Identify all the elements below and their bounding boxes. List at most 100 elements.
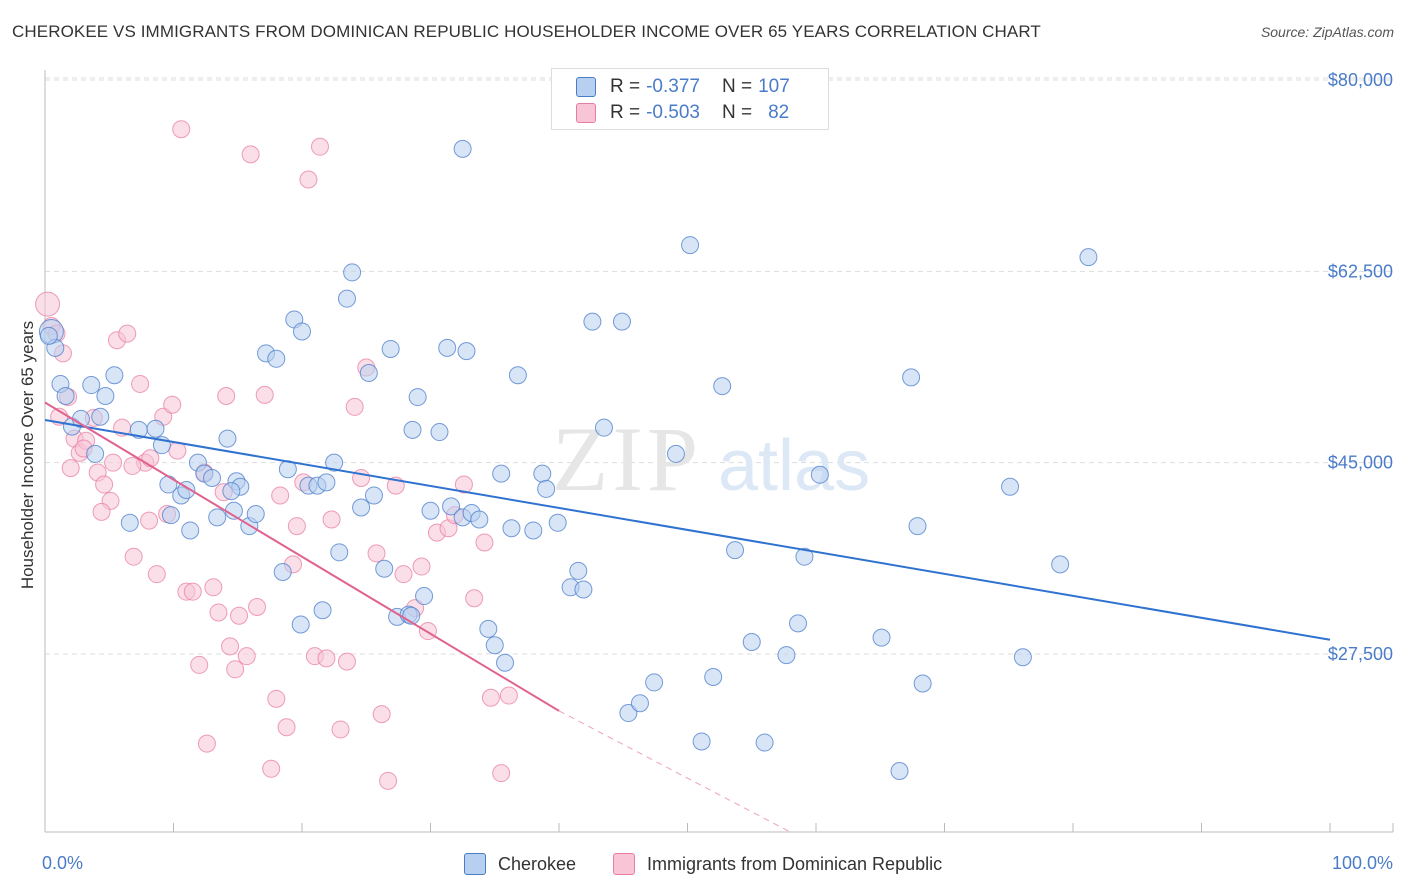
point-cherokee	[726, 541, 745, 560]
point-dominican	[379, 771, 398, 790]
point-cherokee	[352, 498, 371, 517]
legend-n-value: 107	[758, 76, 790, 97]
point-cherokee	[619, 704, 638, 723]
point-dominican	[123, 456, 142, 475]
point-cherokee	[421, 501, 440, 520]
point-cherokee	[267, 349, 286, 368]
point-dominican	[317, 649, 336, 668]
point-dominican	[61, 459, 80, 478]
point-dominican	[104, 453, 123, 472]
y-tick-label: $27,500	[1328, 644, 1393, 664]
watermark: ZIP atlas	[552, 408, 870, 510]
point-cherokee	[325, 453, 344, 472]
y-tick-label: $45,000	[1328, 453, 1393, 473]
y-tick-labels: $27,500 $45,000 $62,500 $80,000	[1328, 70, 1393, 664]
point-cherokee	[364, 486, 383, 505]
point-cherokee	[181, 521, 200, 540]
point-cherokee	[537, 479, 556, 498]
point-cherokee	[82, 376, 101, 395]
bottom-legend-cherokee: Cherokee	[464, 851, 576, 877]
point-cherokee	[403, 420, 422, 439]
y-tick-label: $80,000	[1328, 70, 1393, 90]
point-dominican	[35, 291, 61, 317]
point-cherokee	[430, 423, 449, 442]
point-dominican	[147, 565, 166, 584]
point-dominican	[124, 547, 143, 566]
point-dominican	[412, 557, 431, 576]
point-dominican	[481, 688, 500, 707]
point-dominican	[95, 475, 114, 494]
legend-swatch-cherokee	[576, 77, 596, 97]
legend-r-label: R =	[610, 76, 641, 97]
trend-line-cherokee	[44, 419, 1331, 641]
point-cherokee	[91, 407, 110, 426]
point-dominican	[183, 582, 202, 601]
point-cherokee	[86, 444, 105, 463]
chart-title: CHEROKEE VS IMMIGRANTS FROM DOMINICAN RE…	[12, 22, 1041, 41]
point-dominican	[277, 718, 296, 737]
legend-row-dominican: R = -0.503 N = 82	[576, 101, 789, 125]
point-cherokee	[438, 338, 457, 357]
point-cherokee	[442, 497, 461, 516]
point-cherokee	[105, 366, 124, 385]
y-axis-label: Householder Income Over 65 years	[18, 321, 37, 589]
point-cherokee	[496, 653, 515, 672]
point-cherokee	[492, 464, 511, 483]
point-cherokee	[208, 508, 227, 527]
point-cherokee	[704, 667, 723, 686]
point-dominican	[271, 486, 290, 505]
legend-swatch-dominican	[576, 103, 596, 123]
point-cherokee	[612, 312, 631, 331]
point-cherokee	[574, 580, 593, 599]
point-cherokee	[39, 326, 58, 345]
point-dominican	[92, 502, 111, 521]
point-cherokee	[902, 368, 921, 387]
point-dominican	[197, 734, 216, 753]
point-dominican	[237, 647, 256, 666]
point-cherokee	[273, 563, 292, 581]
point-cherokee	[872, 628, 891, 647]
point-cherokee	[548, 513, 567, 532]
chart-source: Source: ZipAtlas.com	[1260, 24, 1394, 40]
point-cherokee	[246, 505, 265, 524]
point-dominican	[140, 511, 159, 530]
y-tick-label: $62,500	[1328, 261, 1393, 281]
point-dominican	[337, 652, 356, 671]
point-cherokee	[645, 673, 664, 692]
point-cherokee	[457, 342, 476, 361]
point-dominican	[287, 517, 306, 536]
point-dominican	[352, 468, 371, 487]
legend-r-label: R =	[610, 102, 641, 123]
svg-text:atlas: atlas	[718, 426, 870, 506]
point-cherokee	[533, 464, 552, 483]
point-dominican	[163, 395, 182, 414]
point-cherokee	[502, 519, 521, 538]
trend-line-dominican	[44, 401, 560, 712]
bottom-legend-swatch-dominican	[613, 853, 635, 875]
point-cherokee	[317, 473, 336, 492]
point-cherokee	[789, 614, 808, 633]
point-dominican	[454, 475, 473, 494]
point-cherokee	[594, 418, 613, 437]
point-cherokee	[713, 377, 732, 396]
point-dominican	[418, 622, 437, 641]
point-cherokee	[381, 339, 400, 358]
point-dominican	[226, 660, 245, 679]
point-cherokee	[415, 587, 434, 606]
x-tick-label-max: 100.0%	[1332, 853, 1393, 873]
point-cherokee	[330, 543, 349, 562]
point-cherokee	[479, 619, 498, 638]
bottom-legend-swatch-cherokee	[464, 853, 486, 875]
point-dominican	[209, 603, 228, 622]
bottom-legend-dominican: Immigrants from Dominican Republic	[613, 851, 942, 877]
point-cherokee	[1051, 555, 1070, 574]
point-cherokee	[630, 694, 649, 713]
point-dominican	[255, 385, 274, 404]
point-cherokee	[453, 139, 472, 158]
point-dominican	[267, 689, 286, 708]
point-dominican	[299, 170, 318, 189]
point-cherokee	[755, 733, 774, 752]
point-dominican	[499, 686, 518, 705]
x-tick-label-min: 0.0%	[42, 853, 83, 873]
